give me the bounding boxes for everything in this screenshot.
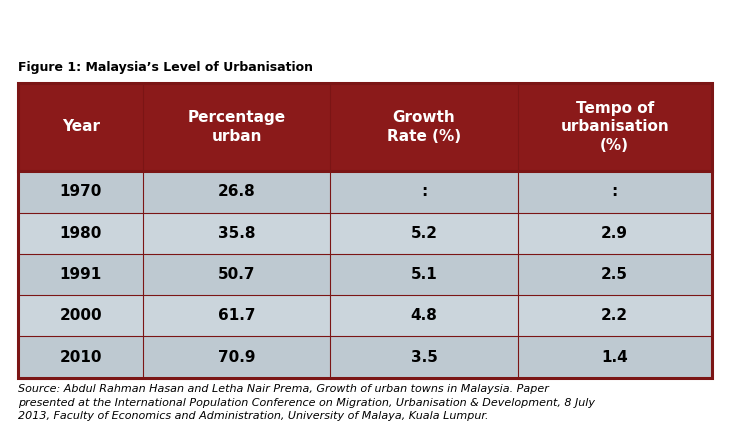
Text: 5.1: 5.1: [410, 267, 437, 282]
Bar: [143, 212, 331, 254]
Text: 1980: 1980: [59, 226, 102, 240]
Bar: [18, 83, 143, 171]
Text: 35.8: 35.8: [218, 226, 255, 240]
Text: Source: Abdul Rahman Hasan and Letha Nair Prema, Growth of urban towns in Malays: Source: Abdul Rahman Hasan and Letha Nai…: [18, 384, 595, 421]
Bar: [18, 171, 143, 212]
Bar: [518, 254, 712, 295]
Text: Percentage
urban: Percentage urban: [188, 110, 285, 144]
Bar: [518, 83, 712, 171]
Bar: [330, 212, 518, 254]
Bar: [143, 83, 331, 171]
Text: 2000: 2000: [59, 308, 102, 323]
Bar: [518, 171, 712, 212]
Text: :: :: [420, 184, 427, 199]
Bar: [18, 254, 143, 295]
Bar: [330, 83, 518, 171]
Text: 2.5: 2.5: [602, 267, 628, 282]
Bar: [330, 254, 518, 295]
Bar: [330, 337, 518, 378]
Bar: [18, 212, 143, 254]
Text: 70.9: 70.9: [218, 350, 255, 365]
Text: Figure 1: Malaysia’s Level of Urbanisation: Figure 1: Malaysia’s Level of Urbanisati…: [18, 61, 313, 74]
Text: 2010: 2010: [59, 350, 102, 365]
Text: 61.7: 61.7: [218, 308, 255, 323]
Bar: [330, 171, 518, 212]
Text: Growth
Rate (%): Growth Rate (%): [387, 110, 461, 144]
Text: Year: Year: [61, 119, 100, 135]
Text: :: :: [612, 184, 618, 199]
Text: 1.4: 1.4: [602, 350, 628, 365]
Bar: [18, 337, 143, 378]
Text: 2.2: 2.2: [601, 308, 629, 323]
Bar: [518, 337, 712, 378]
Text: Tempo of
urbanisation
(%): Tempo of urbanisation (%): [561, 101, 669, 153]
Text: 5.2: 5.2: [410, 226, 437, 240]
Bar: [330, 295, 518, 337]
Bar: [143, 254, 331, 295]
Text: 2.9: 2.9: [602, 226, 628, 240]
Text: 50.7: 50.7: [218, 267, 255, 282]
Text: 4.8: 4.8: [410, 308, 437, 323]
Text: 1991: 1991: [60, 267, 101, 282]
Bar: [518, 212, 712, 254]
Bar: [143, 337, 331, 378]
Bar: [143, 295, 331, 337]
Text: 1970: 1970: [59, 184, 102, 199]
Bar: [518, 295, 712, 337]
Bar: [18, 295, 143, 337]
Text: 26.8: 26.8: [218, 184, 256, 199]
Bar: [143, 171, 331, 212]
Text: 3.5: 3.5: [410, 350, 437, 365]
